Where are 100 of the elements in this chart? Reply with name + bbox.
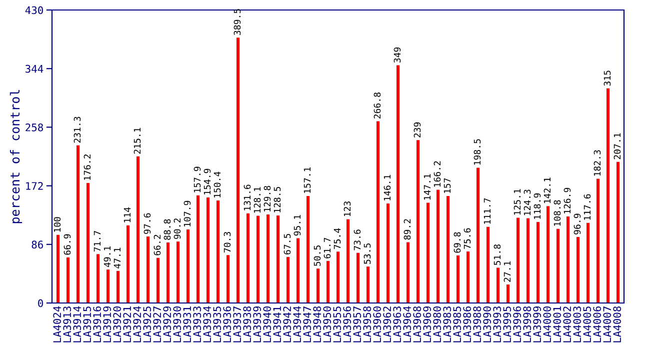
data-label: 100 [54, 217, 61, 232]
data-label: 107.9 [184, 200, 191, 226]
x-tick-label: LA3913 [63, 306, 72, 342]
x-tick-label: LA3988 [473, 306, 482, 342]
data-label: 207.1 [614, 133, 621, 160]
data-label: 88.8 [164, 219, 171, 240]
x-tick-label: LA3964 [403, 306, 412, 342]
data-label: 118.9 [534, 193, 541, 219]
x-tick-label: LA3983 [443, 306, 452, 342]
data-label: 147.1 [424, 174, 431, 200]
x-tick-label: LA3933 [193, 306, 202, 342]
x-tick-label: LA3936 [223, 306, 232, 342]
bar [126, 225, 130, 303]
data-label: 70.3 [224, 232, 231, 252]
x-tick-label: LA3963 [393, 306, 402, 342]
x-tick-label: LA3920 [113, 306, 122, 342]
x-tick-label: LA4007 [603, 306, 612, 342]
data-label: 198.5 [474, 139, 481, 165]
data-label: 157.9 [194, 166, 201, 192]
bar [426, 202, 430, 303]
bar [476, 168, 480, 303]
y-tick-label: 86 [32, 240, 43, 249]
bar [386, 203, 390, 303]
x-tick-label: LA3958 [363, 306, 372, 342]
x-tick-label: LA3995 [503, 306, 512, 342]
data-label: 157 [444, 178, 451, 193]
bar [396, 65, 400, 303]
bar [256, 216, 260, 303]
data-label: 117.6 [584, 194, 591, 220]
data-label: 315 [604, 70, 611, 86]
x-tick-label: LA3980 [433, 306, 442, 342]
bar [336, 252, 340, 303]
bar [586, 222, 590, 303]
bar [536, 222, 540, 303]
bar [616, 162, 620, 303]
x-tick-label: LA3996 [513, 306, 522, 342]
bar [366, 266, 370, 303]
bar [376, 121, 380, 303]
data-label: 146.1 [384, 174, 391, 200]
bar [576, 236, 580, 303]
bar [226, 255, 230, 303]
data-label: 154.9 [204, 168, 211, 194]
x-tick-label: LA4005 [583, 306, 592, 342]
bar [266, 214, 270, 303]
x-tick-label: LA3950 [323, 306, 332, 342]
bar [156, 258, 160, 303]
y-tick-label: 344 [26, 64, 44, 73]
bar [596, 178, 600, 303]
x-tick-label: LA3915 [83, 306, 92, 342]
x-tick-label: LA4006 [593, 306, 602, 342]
bar [496, 268, 500, 303]
x-tick-label: LA3927 [153, 306, 162, 342]
data-label: 61.7 [324, 238, 331, 258]
x-tick-label: LA4003 [573, 306, 582, 342]
x-tick-label: LA3948 [313, 306, 322, 342]
data-label: 95.1 [294, 215, 301, 236]
bar [106, 270, 110, 303]
data-label: 53.5 [364, 243, 371, 264]
data-label: 51.8 [494, 244, 501, 266]
x-tick-label: LA3990 [483, 306, 492, 342]
data-label: 50.5 [314, 246, 321, 266]
bar [406, 242, 410, 303]
x-tick-label: LA3947 [303, 306, 312, 342]
x-tick-label: LA3919 [103, 306, 112, 342]
x-tick-label: LA4002 [563, 306, 572, 342]
data-label: 67.5 [284, 234, 291, 254]
x-tick-label: LA4001 [553, 306, 562, 342]
data-label: 69.8 [454, 232, 461, 253]
data-label: 239 [414, 122, 421, 138]
data-label: 75.4 [334, 228, 341, 249]
bar [56, 234, 60, 303]
data-label: 231.3 [74, 116, 81, 143]
data-label: 66.9 [64, 234, 71, 255]
x-tick-label: LA3931 [183, 306, 192, 342]
x-tick-label: LA3914 [73, 306, 82, 342]
bar [456, 255, 460, 303]
bar [116, 270, 120, 303]
x-tick-label: LA3937 [233, 306, 242, 342]
bar [296, 238, 300, 303]
x-tick-label: LA3985 [453, 306, 462, 342]
data-label: 157.1 [304, 167, 311, 193]
bar [526, 218, 530, 303]
bar [416, 140, 420, 303]
data-label: 108.8 [554, 200, 561, 226]
data-label: 49.1 [104, 246, 111, 268]
x-tick-label: LA3924 [133, 306, 142, 342]
data-label: 349 [394, 47, 401, 63]
data-label: 126.9 [564, 188, 571, 214]
data-label: 71.7 [94, 231, 101, 252]
data-label: 182.3 [594, 150, 601, 176]
bar [216, 200, 220, 303]
x-tick-label: LA3941 [273, 306, 282, 342]
data-label: 97.6 [144, 213, 151, 234]
data-label: 47.1 [114, 248, 121, 268]
data-label: 215.1 [134, 128, 141, 154]
data-label: 27.1 [504, 261, 511, 282]
bar [186, 229, 190, 303]
bar [506, 284, 510, 303]
x-tick-label: LA3921 [123, 306, 132, 342]
x-tick-label: LA3939 [253, 306, 262, 342]
